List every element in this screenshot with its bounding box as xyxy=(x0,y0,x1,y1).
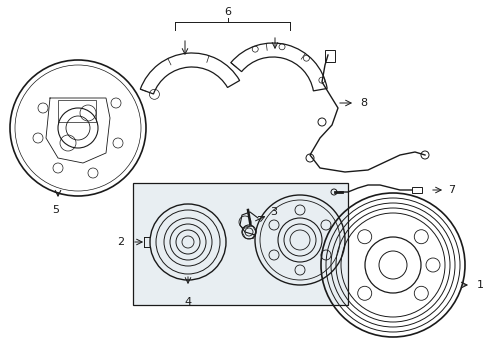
Text: 8: 8 xyxy=(359,98,366,108)
Text: 2: 2 xyxy=(117,237,124,247)
Text: 1: 1 xyxy=(476,280,483,290)
Text: 4: 4 xyxy=(184,297,191,307)
Text: 6: 6 xyxy=(224,7,231,17)
Text: 7: 7 xyxy=(447,185,454,195)
Bar xyxy=(133,183,347,305)
Text: 5: 5 xyxy=(52,205,60,215)
Bar xyxy=(58,100,96,122)
Bar xyxy=(411,187,421,193)
Text: 3: 3 xyxy=(269,207,276,217)
Circle shape xyxy=(242,225,256,239)
Bar xyxy=(325,50,334,62)
